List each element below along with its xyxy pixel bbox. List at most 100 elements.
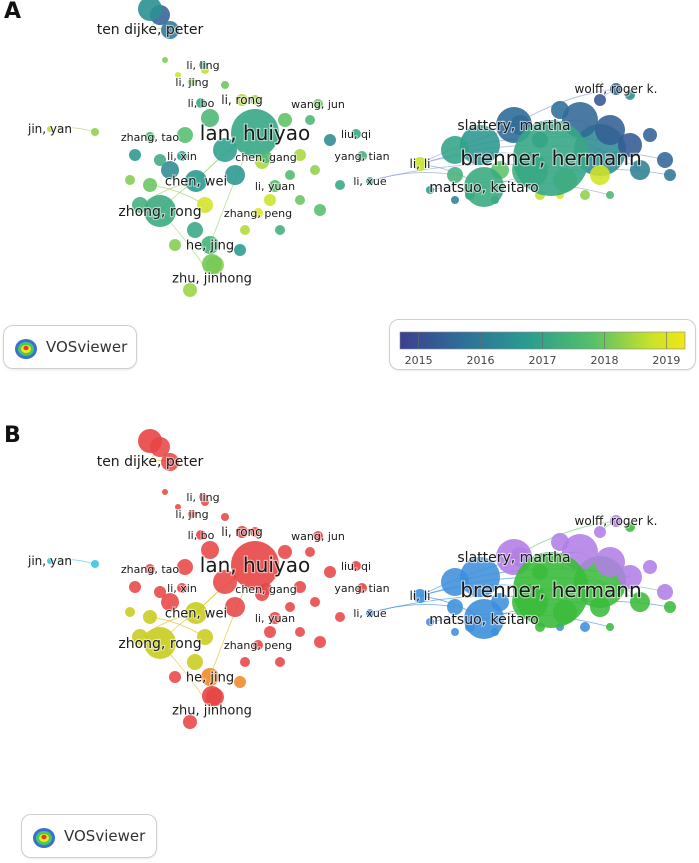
author-node[interactable]: [197, 197, 213, 213]
author-node[interactable]: [177, 127, 193, 143]
author-node[interactable]: [305, 547, 315, 557]
author-node[interactable]: [145, 132, 155, 142]
author-node[interactable]: [295, 195, 305, 205]
author-node[interactable]: [175, 72, 181, 78]
author-node[interactable]: [657, 584, 673, 600]
author-node[interactable]: [185, 602, 207, 624]
author-node[interactable]: [643, 128, 657, 142]
author-node[interactable]: [183, 715, 197, 729]
author-node[interactable]: [351, 129, 361, 139]
author-node[interactable]: [351, 561, 361, 571]
author-node[interactable]: [618, 565, 642, 589]
author-node[interactable]: [275, 657, 285, 667]
author-node[interactable]: [551, 101, 569, 119]
author-node[interactable]: [625, 90, 635, 100]
author-node[interactable]: [264, 626, 276, 638]
author-node[interactable]: [447, 167, 463, 183]
author-node[interactable]: [225, 165, 245, 185]
author-node[interactable]: [253, 208, 263, 218]
author-node[interactable]: [657, 152, 673, 168]
author-node[interactable]: [295, 627, 305, 637]
author-node[interactable]: [594, 94, 606, 106]
author-node[interactable]: [278, 545, 292, 559]
author-node[interactable]: [460, 557, 500, 597]
author-node[interactable]: [595, 115, 625, 145]
author-node[interactable]: [275, 225, 285, 235]
author-node[interactable]: [305, 115, 315, 125]
author-node[interactable]: [253, 640, 263, 650]
author-node[interactable]: [426, 618, 434, 626]
author-node[interactable]: [250, 95, 260, 105]
author-node[interactable]: [606, 191, 614, 199]
author-node[interactable]: [324, 566, 336, 578]
author-node[interactable]: [314, 636, 326, 648]
author-node[interactable]: [610, 83, 622, 95]
author-node[interactable]: [154, 586, 166, 598]
author-node[interactable]: [161, 593, 179, 611]
author-node[interactable]: [162, 489, 168, 495]
author-node[interactable]: [294, 149, 306, 161]
author-node[interactable]: [643, 560, 657, 574]
author-node[interactable]: [618, 133, 642, 157]
author-node[interactable]: [169, 239, 181, 251]
author-node[interactable]: [196, 98, 206, 108]
author-node[interactable]: [513, 552, 589, 628]
author-node[interactable]: [234, 676, 246, 688]
author-node[interactable]: [357, 151, 367, 161]
author-node[interactable]: [144, 627, 176, 659]
author-node[interactable]: [630, 160, 650, 180]
author-node[interactable]: [201, 109, 219, 127]
author-node[interactable]: [199, 61, 207, 69]
author-node[interactable]: [285, 602, 295, 612]
author-node[interactable]: [240, 657, 250, 667]
author-node[interactable]: [196, 530, 206, 540]
author-node[interactable]: [366, 609, 374, 617]
author-node[interactable]: [236, 94, 248, 106]
author-node[interactable]: [201, 541, 219, 559]
author-node[interactable]: [161, 21, 179, 39]
author-node[interactable]: [145, 564, 155, 574]
author-node[interactable]: [143, 178, 157, 192]
author-node[interactable]: [313, 531, 323, 541]
author-node[interactable]: [357, 583, 367, 593]
author-node[interactable]: [175, 504, 181, 510]
author-node[interactable]: [413, 589, 427, 603]
author-node[interactable]: [177, 583, 187, 593]
author-node[interactable]: [551, 533, 569, 551]
author-node[interactable]: [250, 527, 260, 537]
author-node[interactable]: [129, 581, 141, 593]
author-node[interactable]: [143, 610, 157, 624]
author-node[interactable]: [202, 254, 222, 274]
author-node[interactable]: [260, 151, 272, 163]
author-node[interactable]: [234, 244, 246, 256]
author-node[interactable]: [154, 154, 166, 166]
author-node[interactable]: [240, 225, 250, 235]
author-node[interactable]: [236, 526, 248, 538]
author-node[interactable]: [451, 628, 459, 636]
author-node[interactable]: [188, 510, 196, 518]
author-node[interactable]: [231, 541, 279, 589]
author-node[interactable]: [201, 236, 219, 254]
author-node[interactable]: [335, 180, 345, 190]
author-node[interactable]: [177, 559, 193, 575]
author-node[interactable]: [161, 453, 179, 471]
author-node[interactable]: [91, 128, 99, 136]
author-node[interactable]: [125, 175, 135, 185]
author-node[interactable]: [185, 170, 207, 192]
author-node[interactable]: [580, 622, 590, 632]
author-node[interactable]: [138, 0, 162, 21]
author-node[interactable]: [278, 113, 292, 127]
author-node[interactable]: [264, 194, 276, 206]
author-node[interactable]: [231, 109, 279, 157]
author-node[interactable]: [132, 197, 148, 213]
author-node[interactable]: [664, 601, 676, 613]
author-node[interactable]: [129, 149, 141, 161]
author-node[interactable]: [590, 165, 610, 185]
author-node[interactable]: [161, 161, 179, 179]
author-node[interactable]: [310, 165, 320, 175]
author-node[interactable]: [464, 599, 504, 639]
author-node[interactable]: [132, 629, 148, 645]
author-node[interactable]: [366, 177, 374, 185]
author-node[interactable]: [441, 136, 469, 164]
author-node[interactable]: [595, 547, 625, 577]
